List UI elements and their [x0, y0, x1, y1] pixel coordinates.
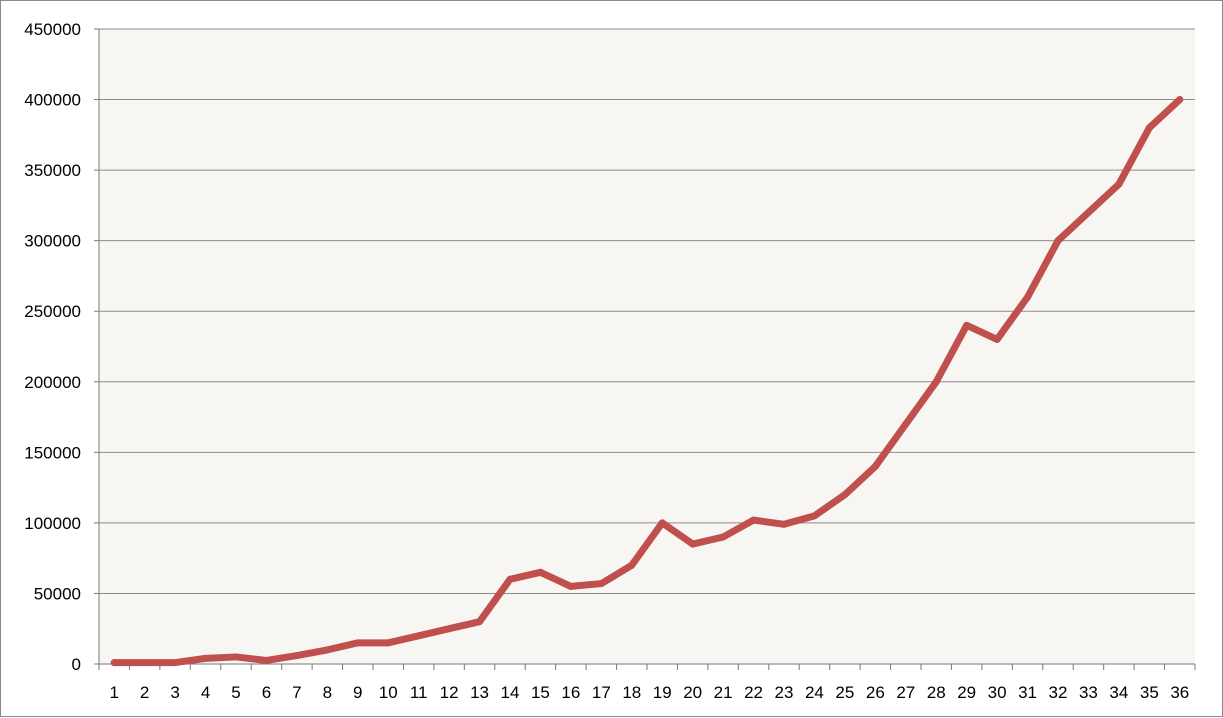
x-tick-label: 8	[323, 683, 332, 702]
x-tick-label: 21	[714, 683, 733, 702]
data-point	[810, 512, 818, 520]
y-tick-label: 150000	[24, 443, 81, 462]
data-point	[963, 321, 971, 329]
data-point	[689, 540, 697, 548]
data-point	[719, 533, 727, 541]
data-point	[384, 639, 392, 647]
x-tick-label: 30	[988, 683, 1007, 702]
data-point	[871, 462, 879, 470]
x-tick-label: 18	[622, 683, 641, 702]
data-point	[1115, 180, 1123, 188]
x-tick-label: 5	[231, 683, 240, 702]
data-point	[780, 520, 788, 528]
x-tick-label: 34	[1109, 683, 1128, 702]
x-tick-label: 9	[353, 683, 362, 702]
x-tick-label: 1	[109, 683, 118, 702]
data-point	[110, 659, 118, 667]
x-tick-label: 6	[262, 683, 271, 702]
data-point	[536, 568, 544, 576]
data-point	[658, 519, 666, 527]
x-tick-label: 7	[292, 683, 301, 702]
data-point	[141, 659, 149, 667]
x-tick-label: 2	[140, 683, 149, 702]
series-layer	[110, 96, 1184, 667]
y-tick-label: 100000	[24, 514, 81, 533]
x-tick-label: 35	[1140, 683, 1159, 702]
y-tick-label: 200000	[24, 373, 81, 392]
data-point	[628, 561, 636, 569]
data-point	[202, 654, 210, 662]
data-point	[171, 659, 179, 667]
x-tick-label: 23	[775, 683, 794, 702]
data-point	[567, 582, 575, 590]
x-tick-labels: 1 2 3 4 5 6 7 8 9 10 11 12 13 14 15 16 17 18 19 20 21 22 23 24 2…	[98, 664, 1196, 702]
data-point	[841, 491, 849, 499]
x-tick-label: 22	[744, 683, 763, 702]
x-tick-label: 4	[201, 683, 210, 702]
x-tick-label: 36	[1170, 683, 1189, 702]
data-point	[262, 656, 270, 664]
y-tick-label: 350000	[24, 161, 81, 180]
x-tick-label: 17	[592, 683, 611, 702]
x-tick-label: 27	[896, 683, 915, 702]
x-tick-label: 32	[1049, 683, 1068, 702]
x-tick-label: 12	[440, 683, 459, 702]
x-tick-label: 14	[501, 683, 520, 702]
x-tick-label: 13	[470, 683, 489, 702]
data-point	[232, 653, 240, 661]
x-tick-label: 28	[927, 683, 946, 702]
y-tick-labels: 0 50000 100000 150000 200000 250000 300000 3500…	[24, 20, 99, 674]
data-point	[1084, 208, 1092, 216]
data-point	[1024, 293, 1032, 301]
plot-area	[99, 29, 1195, 664]
y-tick-label: 250000	[24, 302, 81, 321]
x-tick-label: 29	[957, 683, 976, 702]
data-point	[750, 516, 758, 524]
x-tick-label: 25	[835, 683, 854, 702]
x-tick-label: 19	[653, 683, 672, 702]
x-tick-label: 16	[561, 683, 580, 702]
y-tick-label: 400000	[24, 91, 81, 110]
data-point	[1145, 124, 1153, 132]
x-tick-label: 26	[866, 683, 885, 702]
x-tick-label: 15	[531, 683, 550, 702]
series-line	[110, 96, 1184, 667]
data-point	[597, 580, 605, 588]
data-point	[932, 378, 940, 386]
y-tick-label: 0	[72, 655, 81, 674]
data-point	[1176, 96, 1184, 104]
data-point	[506, 575, 514, 583]
data-point	[902, 420, 910, 428]
x-tick-label: 10	[379, 683, 398, 702]
y-tick-label: 300000	[24, 232, 81, 251]
gridlines	[99, 28, 1195, 594]
y-tick-label: 450000	[24, 20, 81, 39]
data-point	[1054, 237, 1062, 245]
y-tick-label: 50000	[34, 584, 81, 603]
data-point	[476, 618, 484, 626]
x-tick-label: 33	[1079, 683, 1098, 702]
data-point	[415, 632, 423, 640]
x-tick-label: 3	[170, 683, 179, 702]
x-tick-label: 11	[410, 683, 428, 702]
data-point	[354, 639, 362, 647]
x-tick-label: 20	[683, 683, 702, 702]
data-point	[323, 646, 331, 654]
data-point	[993, 335, 1001, 343]
x-tick-label: 24	[805, 683, 824, 702]
data-point	[445, 625, 453, 633]
x-tick-label: 31	[1018, 683, 1037, 702]
data-point	[293, 652, 301, 660]
